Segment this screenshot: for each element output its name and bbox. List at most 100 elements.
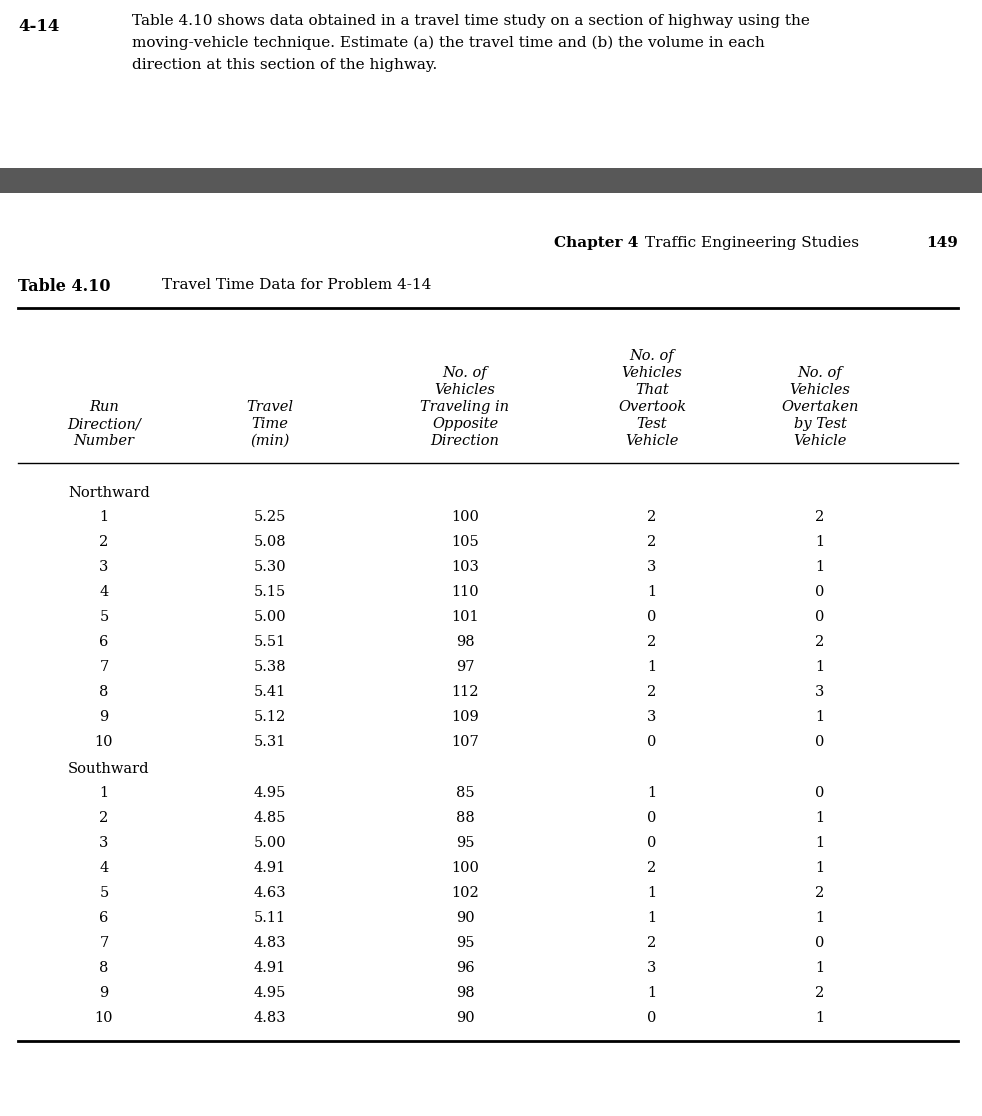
- Text: 1: 1: [815, 710, 825, 724]
- Text: 3: 3: [647, 961, 657, 975]
- Text: 4.91: 4.91: [254, 961, 286, 975]
- Text: 2: 2: [99, 535, 109, 549]
- Text: No. of: No. of: [797, 366, 843, 381]
- Text: 5: 5: [99, 886, 109, 899]
- Text: Southward: Southward: [68, 762, 149, 776]
- Text: 5.11: 5.11: [254, 911, 286, 925]
- Text: 2: 2: [647, 510, 657, 525]
- Text: 0: 0: [647, 836, 657, 850]
- Text: 1: 1: [815, 1011, 825, 1024]
- Text: (min): (min): [250, 434, 290, 448]
- Text: 1: 1: [815, 862, 825, 875]
- Text: 109: 109: [451, 710, 479, 724]
- Text: 3: 3: [647, 560, 657, 574]
- Text: 4.95: 4.95: [253, 987, 286, 1000]
- Text: 95: 95: [456, 836, 474, 850]
- Text: 0: 0: [815, 786, 825, 800]
- Text: 2: 2: [99, 811, 109, 825]
- Text: 112: 112: [452, 685, 479, 699]
- Text: 8: 8: [99, 961, 109, 975]
- Text: 6: 6: [99, 911, 109, 925]
- Text: 1: 1: [815, 911, 825, 925]
- Text: Overtaken: Overtaken: [782, 400, 858, 414]
- Text: 1: 1: [815, 811, 825, 825]
- Text: 107: 107: [451, 735, 479, 749]
- Text: 5.15: 5.15: [254, 585, 286, 599]
- Text: 10: 10: [94, 1011, 113, 1024]
- Text: Vehicle: Vehicle: [626, 434, 679, 448]
- Text: Travel Time Data for Problem 4-14: Travel Time Data for Problem 4-14: [162, 278, 431, 292]
- Text: 95: 95: [456, 936, 474, 950]
- Text: 100: 100: [451, 510, 479, 525]
- Text: Number: Number: [74, 434, 135, 448]
- Text: 2: 2: [647, 635, 657, 650]
- Text: 0: 0: [815, 610, 825, 624]
- Text: 0: 0: [815, 585, 825, 599]
- Text: 1: 1: [815, 535, 825, 549]
- Text: 100: 100: [451, 862, 479, 875]
- Text: That: That: [635, 383, 669, 397]
- Text: 5.08: 5.08: [253, 535, 287, 549]
- Text: Table 4.10 shows data obtained in a travel time study on a section of highway us: Table 4.10 shows data obtained in a trav…: [132, 15, 810, 28]
- Text: 2: 2: [647, 535, 657, 549]
- Text: 103: 103: [451, 560, 479, 574]
- Text: 0: 0: [647, 610, 657, 624]
- Text: 98: 98: [456, 635, 474, 650]
- Text: 5: 5: [99, 610, 109, 624]
- Text: Traffic Engineering Studies: Traffic Engineering Studies: [645, 235, 859, 250]
- Text: 88: 88: [456, 811, 474, 825]
- Text: 1: 1: [647, 660, 657, 674]
- Text: 0: 0: [647, 811, 657, 825]
- Text: 4.63: 4.63: [253, 886, 287, 899]
- Text: 5.41: 5.41: [254, 685, 286, 699]
- Text: 4.83: 4.83: [253, 936, 287, 950]
- Text: 4: 4: [99, 862, 109, 875]
- Text: Traveling in: Traveling in: [420, 400, 510, 414]
- Text: 96: 96: [456, 961, 474, 975]
- Text: 6: 6: [99, 635, 109, 650]
- Text: Direction: Direction: [430, 434, 500, 448]
- Text: 1: 1: [647, 987, 657, 1000]
- Text: moving-vehicle technique. Estimate (a) the travel time and (b) the volume in eac: moving-vehicle technique. Estimate (a) t…: [132, 36, 765, 50]
- Text: 5.38: 5.38: [253, 660, 287, 674]
- Text: 5.12: 5.12: [254, 710, 286, 724]
- Text: 1: 1: [815, 836, 825, 850]
- Text: 3: 3: [99, 560, 109, 574]
- Text: Test: Test: [636, 417, 668, 431]
- Text: 5.51: 5.51: [254, 635, 286, 650]
- Text: 4.91: 4.91: [254, 862, 286, 875]
- Text: 2: 2: [815, 987, 825, 1000]
- Text: Run: Run: [89, 400, 119, 414]
- Text: 1: 1: [815, 560, 825, 574]
- Text: 102: 102: [451, 886, 479, 899]
- Text: 105: 105: [451, 535, 479, 549]
- Text: 0: 0: [815, 735, 825, 749]
- Text: Northward: Northward: [68, 485, 149, 500]
- Text: by Test: by Test: [793, 417, 846, 431]
- Text: 4.95: 4.95: [253, 786, 286, 800]
- Text: 5.00: 5.00: [253, 836, 287, 850]
- Text: 9: 9: [99, 710, 109, 724]
- Text: 7: 7: [99, 660, 109, 674]
- Text: Vehicles: Vehicles: [790, 383, 850, 397]
- Text: 90: 90: [456, 911, 474, 925]
- Text: Chapter 4: Chapter 4: [554, 235, 638, 250]
- Text: Table 4.10: Table 4.10: [18, 278, 111, 295]
- Text: 0: 0: [647, 735, 657, 749]
- Text: 90: 90: [456, 1011, 474, 1024]
- Text: 3: 3: [647, 710, 657, 724]
- Text: 4: 4: [99, 585, 109, 599]
- Text: 98: 98: [456, 987, 474, 1000]
- Text: 1: 1: [99, 510, 109, 525]
- Text: 1: 1: [647, 911, 657, 925]
- Text: Vehicles: Vehicles: [622, 366, 682, 381]
- Text: Vehicle: Vehicle: [793, 434, 846, 448]
- Text: 1: 1: [647, 786, 657, 800]
- Text: 2: 2: [815, 510, 825, 525]
- Text: 5.00: 5.00: [253, 610, 287, 624]
- Text: 5.31: 5.31: [253, 735, 286, 749]
- Text: 8: 8: [99, 685, 109, 699]
- Text: 0: 0: [815, 936, 825, 950]
- Text: 101: 101: [451, 610, 479, 624]
- Text: 2: 2: [647, 862, 657, 875]
